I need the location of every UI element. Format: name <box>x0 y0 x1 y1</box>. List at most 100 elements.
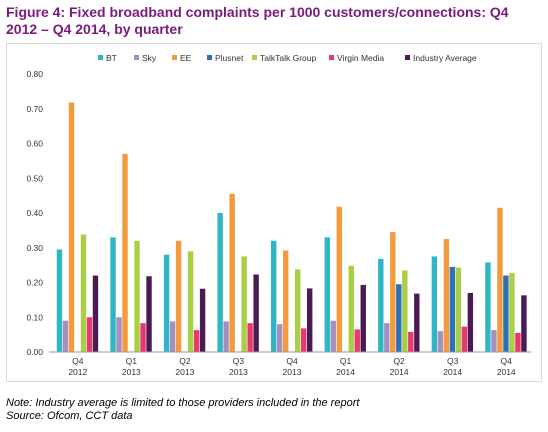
x-tick-label-year-1: 2013 <box>122 367 141 377</box>
bar-ee-5 <box>336 206 342 352</box>
bar-sky-4 <box>277 324 283 352</box>
legend-swatch-3 <box>207 55 212 60</box>
x-tick-label-quarter-5: Q1 <box>340 356 352 366</box>
bar-talktalk-group-2 <box>187 251 194 352</box>
bar-plusnet-8 <box>503 275 509 352</box>
bar-industry-average-7 <box>467 292 474 352</box>
bar-sky-5 <box>330 320 336 352</box>
y-tick-label-1: 0.10 <box>26 312 43 322</box>
legend-label-4: TalkTalk Group <box>260 53 316 63</box>
bar-ee-8 <box>497 207 503 352</box>
bar-virgin-media-0 <box>86 317 93 352</box>
figure-notes: Note: Industry average is limited to tho… <box>6 397 542 423</box>
legend-label-2: EE <box>180 53 192 63</box>
bar-sky-1 <box>116 317 122 352</box>
bar-virgin-media-7 <box>461 326 468 352</box>
y-tick-label-4: 0.40 <box>26 208 43 218</box>
bar-sky-3 <box>223 321 229 352</box>
y-tick-label-0: 0.00 <box>26 347 43 357</box>
bar-talktalk-group-0 <box>80 234 87 352</box>
x-tick-label-year-0: 2012 <box>68 367 87 377</box>
y-tick-label-2: 0.20 <box>26 278 43 288</box>
x-tick-label-quarter-1: Q1 <box>126 356 138 366</box>
bar-bt-7 <box>431 256 438 352</box>
bar-sky-0 <box>62 320 69 352</box>
figure-note: Note: Industry average is limited to tho… <box>6 397 360 409</box>
x-tick-label-year-3: 2013 <box>229 367 248 377</box>
bar-talktalk-group-8 <box>509 273 515 352</box>
bar-virgin-media-6 <box>408 331 414 352</box>
x-tick-label-quarter-7: Q3 <box>447 356 459 366</box>
bar-ee-0 <box>68 102 75 352</box>
x-tick-label-quarter-6: Q2 <box>393 356 405 366</box>
legend-label-6: Industry Average <box>413 53 477 63</box>
bar-industry-average-6 <box>414 293 420 352</box>
bar-virgin-media-5 <box>354 329 360 352</box>
chart-legend: BT Sky EE Plusnet TalkTalk Group Virgin Media… <box>98 53 477 63</box>
figure-title: Figure 4: Fixed broadband complaints per… <box>6 4 509 37</box>
bar-industry-average-1 <box>146 276 152 352</box>
x-tick-label-year-6: 2014 <box>390 367 409 377</box>
bar-sky-7 <box>437 331 444 352</box>
bar-talktalk-group-1 <box>134 240 140 352</box>
bar-industry-average-0 <box>92 275 99 352</box>
chart-bars <box>56 102 527 352</box>
bar-sky-2 <box>169 321 176 352</box>
x-tick-label-year-4: 2013 <box>283 367 302 377</box>
y-tick-label-7: 0.70 <box>26 104 43 114</box>
bar-bt-0 <box>56 249 63 352</box>
figure-source: Source: Ofcom, CCT data <box>6 410 133 422</box>
complaints-bar-chart: BT Sky EE Plusnet TalkTalk Group Virgin Media… <box>26 53 531 377</box>
bar-bt-2 <box>163 254 170 352</box>
y-tick-label-6: 0.60 <box>26 139 43 149</box>
bar-ee-2 <box>175 240 182 352</box>
x-tick-label-quarter-8: Q4 <box>501 356 513 366</box>
bar-bt-1 <box>110 237 116 352</box>
bar-plusnet-7 <box>449 266 456 352</box>
legend-swatch-6 <box>405 55 410 60</box>
legend-label-3: Plusnet <box>215 53 244 63</box>
legend-swatch-4 <box>252 55 257 60</box>
bar-virgin-media-4 <box>301 328 307 352</box>
x-tick-label-year-2: 2013 <box>175 367 194 377</box>
bar-talktalk-group-3 <box>241 256 247 352</box>
y-tick-label-5: 0.50 <box>26 173 43 183</box>
bar-sky-8 <box>491 330 497 352</box>
bar-industry-average-3 <box>253 274 259 352</box>
bar-talktalk-group-6 <box>402 270 408 352</box>
y-tick-label-8: 0.80 <box>26 69 43 79</box>
bar-industry-average-5 <box>360 284 366 352</box>
bar-bt-8 <box>485 262 491 352</box>
x-tick-label-quarter-0: Q4 <box>72 356 84 366</box>
bar-talktalk-group-7 <box>455 267 462 352</box>
bar-talktalk-group-5 <box>348 265 354 352</box>
legend-swatch-5 <box>329 55 334 60</box>
bar-virgin-media-1 <box>140 323 146 352</box>
bar-industry-average-8 <box>521 295 527 352</box>
bar-virgin-media-8 <box>515 332 521 352</box>
x-axis: Q42012Q12013Q22013Q32013Q42013Q12014Q220… <box>49 351 531 377</box>
bar-virgin-media-2 <box>193 330 200 352</box>
y-axis: 0.00 0.10 0.20 0.30 0.40 0.50 0.60 0.70 0.80 <box>26 69 43 357</box>
x-tick-label-year-7: 2014 <box>443 367 462 377</box>
bar-ee-4 <box>283 250 289 352</box>
legend-label-1: Sky <box>142 53 157 63</box>
legend-label-0: BT <box>106 53 117 63</box>
bar-industry-average-2 <box>199 288 206 352</box>
bar-ee-1 <box>122 153 128 352</box>
x-tick-label-quarter-4: Q4 <box>286 356 298 366</box>
bar-bt-3 <box>217 213 223 352</box>
bar-bt-4 <box>271 240 277 352</box>
legend-swatch-2 <box>172 55 177 60</box>
y-tick-label-3: 0.30 <box>26 243 43 253</box>
x-tick-label-year-8: 2014 <box>497 367 516 377</box>
legend-swatch-0 <box>98 55 103 60</box>
bar-sky-6 <box>384 323 390 352</box>
bar-plusnet-6 <box>396 284 402 352</box>
bar-bt-6 <box>378 258 384 352</box>
bar-ee-6 <box>390 232 396 352</box>
bar-bt-5 <box>324 237 330 352</box>
legend-label-5: Virgin Media <box>337 53 384 63</box>
chart-frame: BT Sky EE Plusnet TalkTalk Group Virgin Media… <box>6 43 542 382</box>
x-tick-label-quarter-3: Q3 <box>233 356 245 366</box>
